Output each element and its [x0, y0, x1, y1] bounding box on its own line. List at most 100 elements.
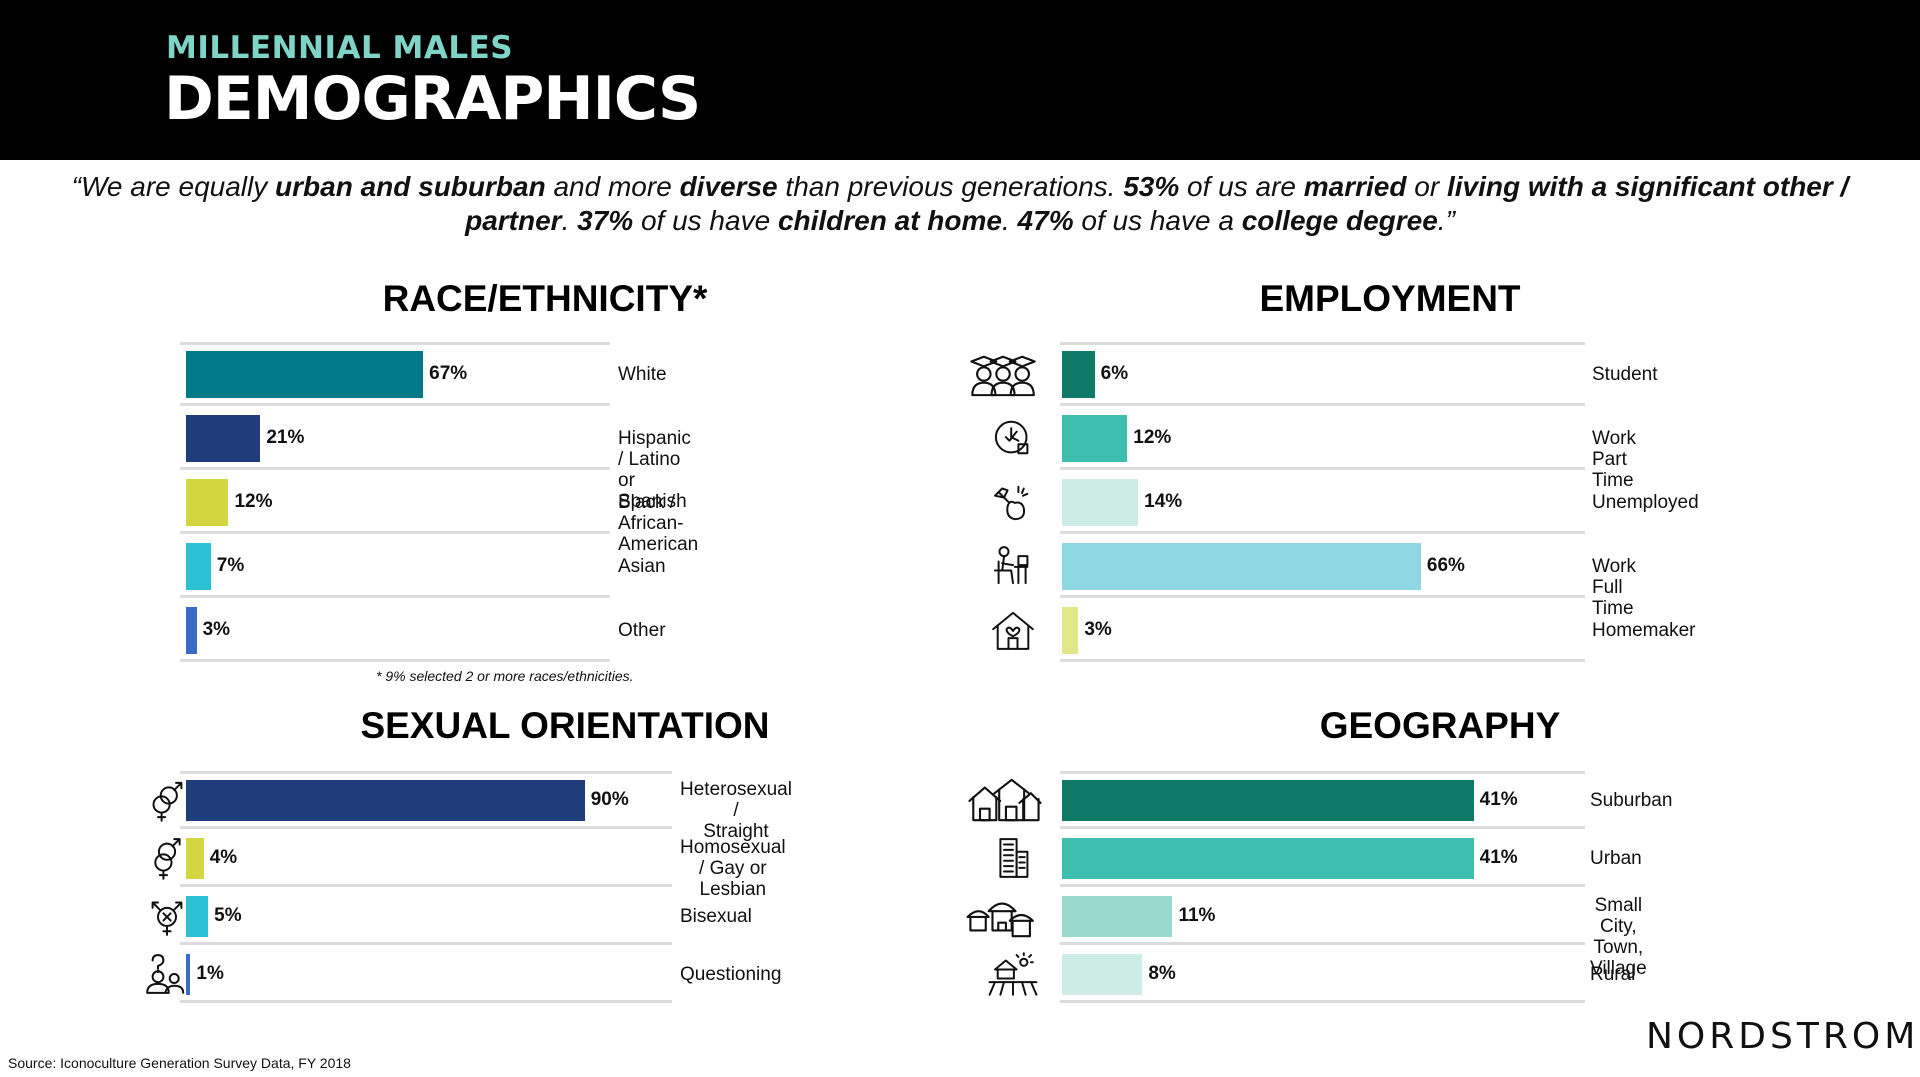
category-label: Work Full Time — [1592, 556, 1636, 619]
chart-row: 8% Rural — [988, 945, 1635, 1003]
quote-text: . — [561, 205, 578, 236]
bar-value-label: 41% — [1479, 789, 1518, 810]
bar-value-label: 90% — [590, 789, 629, 810]
race-footnote: * 9% selected 2 or more races/ethnicitie… — [376, 668, 634, 684]
quote-text: of us have a — [1073, 205, 1242, 236]
chart-bar — [186, 351, 424, 398]
category-label: Hispanic / Latino or Spanish — [618, 428, 691, 512]
chart-title: EMPLOYMENT — [1259, 278, 1521, 319]
quote-line-2: partner. 37% of us have children at home… — [40, 204, 1880, 238]
page-title: DEMOGRAPHICS — [164, 64, 701, 134]
category-label-line: Small City, Town, — [1593, 895, 1644, 958]
category-label-line: Straight — [703, 821, 769, 842]
bar-value-label: 4% — [209, 847, 238, 868]
chart-bar — [1062, 479, 1139, 526]
row-divider — [180, 884, 672, 887]
row-divider — [1060, 884, 1585, 887]
quote-emphasis: married — [1303, 171, 1407, 202]
row-divider — [180, 1000, 672, 1003]
chart-bar — [1062, 780, 1474, 821]
suburban-houses-icon — [964, 776, 1044, 824]
row-divider — [1060, 403, 1585, 406]
category-label-line: Hispanic / Latino or Spanish — [618, 427, 691, 512]
bar-value-label: 11% — [1178, 905, 1216, 926]
chart-row: 11% Small City, Town, Village — [966, 887, 1647, 979]
bar-value-label: 12% — [1133, 427, 1172, 448]
chart-title: GEOGRAPHY — [1319, 705, 1561, 746]
chart-bar — [1062, 351, 1095, 398]
category-label: White — [618, 364, 667, 385]
quote-emphasis: college degree — [1241, 205, 1438, 236]
category-label-line: Lesbian — [699, 879, 767, 900]
bar-value-label: 67% — [429, 363, 468, 384]
bar-value-label: 7% — [216, 555, 245, 576]
category-label: Bisexual — [680, 906, 752, 927]
part-time-clock-icon — [986, 414, 1040, 462]
row-divider — [1060, 771, 1585, 774]
row-divider — [180, 771, 672, 774]
village-icon — [964, 892, 1044, 940]
row-divider — [180, 595, 610, 598]
quote-text: of us are — [1179, 171, 1304, 202]
category-label-line: White — [618, 363, 667, 385]
home-icon — [986, 606, 1040, 654]
chart-row: 67% White — [180, 342, 667, 406]
quote-text: or — [1406, 171, 1447, 202]
row-divider — [1060, 595, 1585, 598]
row-divider — [180, 342, 610, 345]
header-bar: MILLENNIAL MALES DEMOGRAPHICS — [0, 0, 1920, 160]
quote-emphasis: urban and suburban — [275, 171, 546, 202]
farm-icon — [986, 950, 1040, 998]
chart-bar — [186, 415, 261, 462]
category-label: Heterosexual / Straight — [680, 779, 792, 842]
category-label-line: Unemployed — [1592, 491, 1699, 513]
bar-value-label: 5% — [214, 905, 242, 926]
quote-line-1: “We are equally urban and suburban and m… — [40, 170, 1880, 204]
questioning-icon — [140, 950, 194, 998]
chart-row: 7% Asian — [180, 534, 666, 598]
chart-row: 5% Bisexual — [151, 887, 752, 945]
category-label-line: Suburban — [1590, 789, 1673, 811]
quote-text: of us have — [633, 205, 778, 236]
row-divider — [180, 659, 610, 662]
category-label-line: Urban — [1590, 847, 1642, 869]
chart-bar — [1062, 607, 1079, 654]
heterosexual-icon — [140, 776, 194, 824]
chart-bar — [186, 954, 191, 995]
chart-row: 21% Hispanic / Latino or Spanish — [180, 406, 691, 512]
category-label-line: Homemaker — [1592, 619, 1696, 641]
row-divider — [1060, 659, 1585, 662]
quote-emphasis: children at home — [777, 205, 1002, 236]
bar-value-label: 21% — [266, 427, 305, 448]
bar-value-label: 3% — [202, 619, 231, 640]
row-divider — [180, 826, 672, 829]
row-divider — [1060, 942, 1585, 945]
bar-value-label: 6% — [1100, 363, 1129, 384]
chart-row: 6% Student — [970, 342, 1658, 406]
category-label-line: Black / African-American — [618, 491, 699, 555]
category-label-line: Homosexual / Gay or — [680, 837, 786, 879]
category-label-line: Rural — [1590, 963, 1636, 985]
desk-worker-icon — [986, 542, 1040, 590]
bar-value-label: 12% — [234, 491, 273, 512]
bar-value-label: 41% — [1479, 847, 1518, 868]
row-divider — [1060, 1000, 1585, 1003]
category-label: Suburban — [1590, 790, 1672, 811]
quote-text: than previous generations. — [777, 171, 1124, 202]
quote-emphasis: 37% — [577, 205, 634, 236]
chart-bar — [186, 607, 197, 654]
bar-value-label: 3% — [1084, 619, 1112, 640]
row-divider — [180, 531, 610, 534]
category-label-line: Student — [1592, 363, 1658, 385]
chart-row: 66% Work Full Time — [994, 534, 1636, 619]
bisexual-icon — [140, 892, 194, 940]
quote-text: . — [1001, 205, 1018, 236]
chart-bar — [1062, 896, 1173, 937]
quote-emphasis: 53% — [1123, 171, 1180, 202]
urban-building-icon — [986, 834, 1040, 882]
category-label-line: Other — [618, 619, 666, 641]
category-label: Questioning — [680, 964, 781, 985]
chart-bar — [186, 896, 209, 937]
quote-text: “We are equally — [71, 171, 276, 202]
row-divider — [180, 403, 610, 406]
